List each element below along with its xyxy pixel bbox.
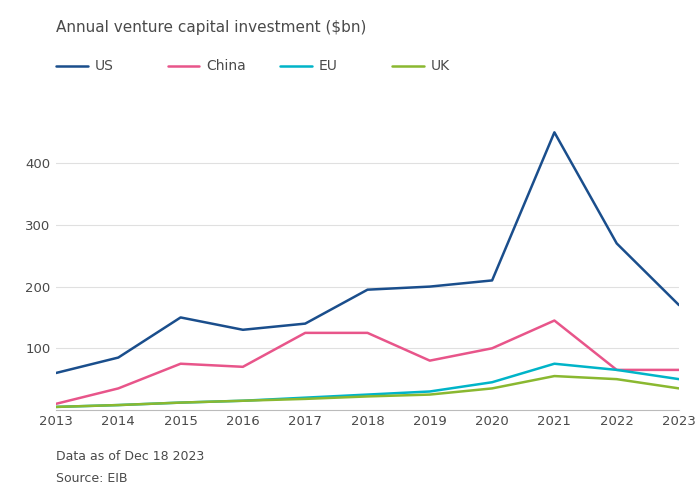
EU: [363, 392, 372, 398]
China: [114, 386, 122, 392]
UK: [239, 398, 247, 404]
UK: [675, 386, 683, 392]
US: [488, 278, 496, 283]
EU: [52, 404, 60, 410]
Text: Annual venture capital investment ($bn): Annual venture capital investment ($bn): [56, 20, 366, 35]
EU: [675, 376, 683, 382]
China: [363, 330, 372, 336]
UK: [114, 402, 122, 408]
EU: [488, 379, 496, 385]
China: [52, 401, 60, 407]
EU: [239, 398, 247, 404]
UK: [52, 404, 60, 410]
UK: [301, 396, 309, 402]
China: [550, 318, 559, 324]
US: [114, 354, 122, 360]
EU: [301, 394, 309, 400]
EU: [114, 402, 122, 408]
Line: EU: EU: [56, 364, 679, 407]
US: [550, 130, 559, 136]
China: [239, 364, 247, 370]
China: [426, 358, 434, 364]
Text: Source: EIB: Source: EIB: [56, 472, 127, 486]
UK: [176, 400, 185, 406]
UK: [426, 392, 434, 398]
Text: US: US: [94, 59, 113, 73]
EU: [426, 388, 434, 394]
China: [675, 367, 683, 373]
US: [675, 302, 683, 308]
US: [612, 240, 621, 246]
China: [612, 367, 621, 373]
UK: [488, 386, 496, 392]
US: [301, 320, 309, 326]
EU: [550, 360, 559, 366]
UK: [612, 376, 621, 382]
UK: [363, 394, 372, 400]
US: [176, 314, 185, 320]
Text: China: China: [206, 59, 246, 73]
China: [176, 360, 185, 366]
Line: UK: UK: [56, 376, 679, 407]
US: [426, 284, 434, 290]
US: [52, 370, 60, 376]
Line: US: US: [56, 132, 679, 373]
US: [239, 327, 247, 333]
Text: EU: EU: [318, 59, 337, 73]
Text: Data as of Dec 18 2023: Data as of Dec 18 2023: [56, 450, 204, 463]
Line: China: China: [56, 320, 679, 404]
China: [488, 346, 496, 352]
China: [301, 330, 309, 336]
Text: UK: UK: [430, 59, 449, 73]
EU: [176, 400, 185, 406]
UK: [550, 373, 559, 379]
US: [363, 286, 372, 292]
EU: [612, 367, 621, 373]
